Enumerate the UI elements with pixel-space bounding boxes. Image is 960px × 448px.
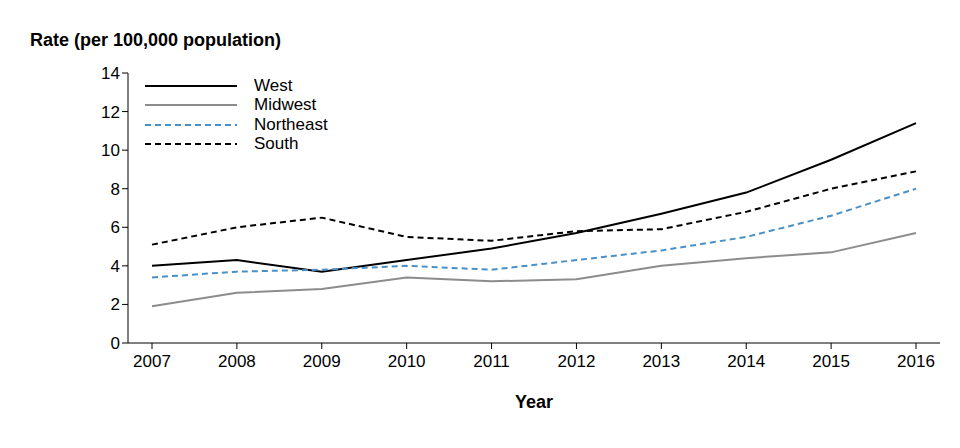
svg-text:2014: 2014 bbox=[727, 352, 765, 371]
svg-text:2012: 2012 bbox=[558, 352, 596, 371]
html-text:Midwest: Midwest bbox=[254, 95, 317, 115]
svg-text:2011: 2011 bbox=[473, 352, 510, 371]
svg-text:2007: 2007 bbox=[133, 352, 171, 371]
html-text:Rate (per 100,000 population): Rate (per 100,000 population) bbox=[30, 30, 282, 50]
svg-text:2015: 2015 bbox=[812, 352, 850, 371]
svg-text:12: 12 bbox=[101, 103, 120, 122]
svg-text:2009: 2009 bbox=[303, 352, 341, 371]
svg-text:2: 2 bbox=[111, 295, 120, 314]
html-text:South: South bbox=[254, 134, 299, 154]
html-text:West: West bbox=[254, 75, 293, 95]
svg-text:0: 0 bbox=[111, 334, 120, 353]
svg-text:6: 6 bbox=[111, 218, 120, 237]
svg-text:10: 10 bbox=[101, 141, 120, 160]
svg-text:2016: 2016 bbox=[897, 352, 935, 371]
svg-text:2010: 2010 bbox=[388, 352, 426, 371]
html-text:Northeast: Northeast bbox=[254, 114, 328, 134]
svg-text:2013: 2013 bbox=[642, 352, 680, 371]
svg-text:2008: 2008 bbox=[218, 352, 256, 371]
svg-text:4: 4 bbox=[111, 257, 120, 276]
svg-text:8: 8 bbox=[111, 180, 120, 199]
svg-text:Year: Year bbox=[515, 392, 553, 412]
svg-text:14: 14 bbox=[101, 64, 120, 83]
